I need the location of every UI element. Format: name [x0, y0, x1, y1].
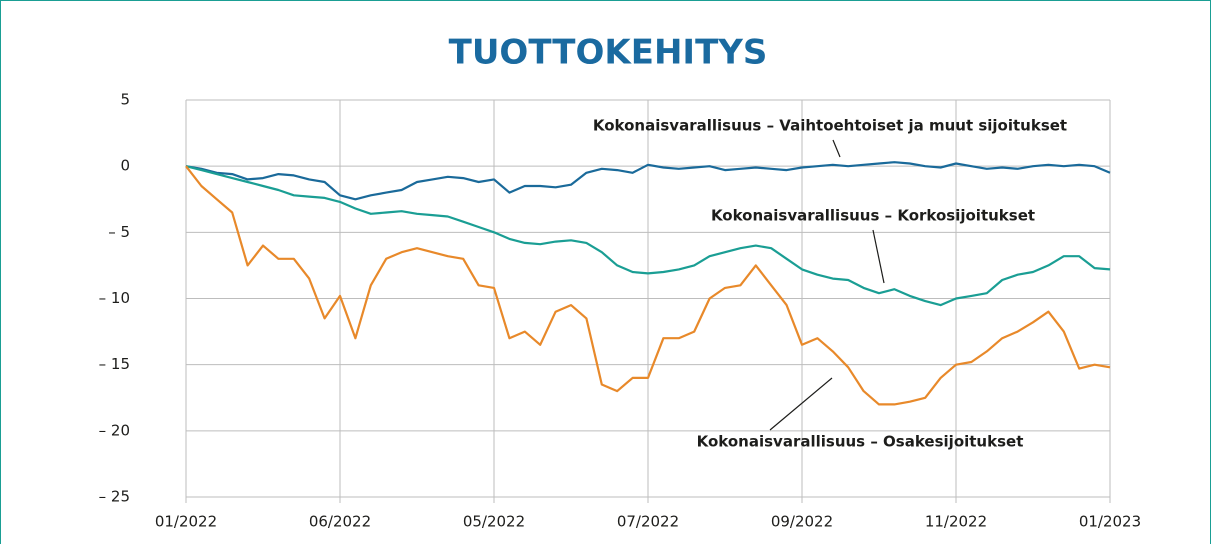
- x-tick-label: 05/2022: [463, 513, 525, 531]
- series-label: Kokonaisvarallisuus – Osakesijoitukset: [697, 433, 1024, 451]
- series-line: [185, 165, 1111, 307]
- x-tick-label: 09/2022: [771, 513, 833, 531]
- y-tick-label: – 5: [108, 223, 130, 241]
- y-tick-label: – 15: [99, 355, 130, 373]
- series-line: [185, 165, 1111, 406]
- x-tick-label: 01/2022: [155, 513, 217, 531]
- x-tick-label: 11/2022: [925, 513, 987, 531]
- leader-line: [872, 229, 885, 284]
- series-line: [185, 161, 1111, 201]
- leader-line: [769, 377, 833, 431]
- x-tick-label: 07/2022: [617, 513, 679, 531]
- leader-line: [832, 139, 841, 158]
- y-tick-label: – 25: [99, 488, 130, 506]
- chart-title: TUOTTOKEHITYS: [449, 33, 768, 73]
- x-tick-label: 01/2023: [1079, 513, 1141, 531]
- y-tick-label: 0: [120, 157, 130, 175]
- x-tick-label: 06/2022: [309, 513, 371, 531]
- series-label: Kokonaisvarallisuus – Korkosijoitukset: [711, 207, 1035, 225]
- series-label: Kokonaisvarallisuus – Vaihtoehtoiset ja …: [593, 117, 1067, 135]
- y-tick-label: – 20: [99, 421, 130, 439]
- y-tick-label: – 10: [99, 289, 130, 307]
- y-tick-label: 5: [120, 91, 130, 109]
